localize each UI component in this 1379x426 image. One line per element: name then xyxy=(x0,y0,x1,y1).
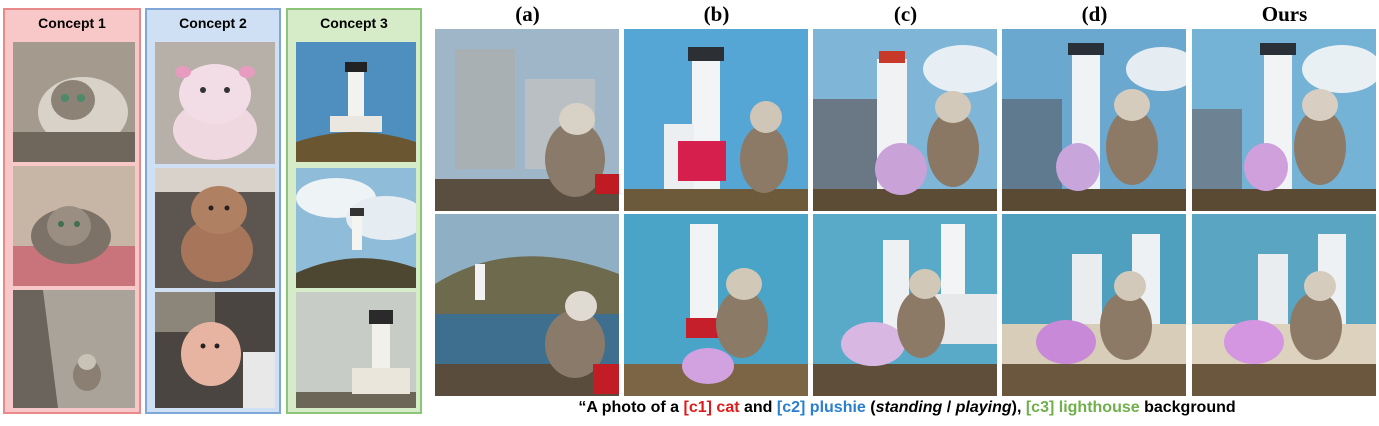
caption-prefix: “A photo of a xyxy=(578,399,684,416)
column-header-a: (a) xyxy=(515,2,540,26)
concept-3-image-2 xyxy=(296,168,416,288)
caption-paren-open: ( xyxy=(865,399,876,416)
caption-c2-tag: [c2] xyxy=(776,399,806,416)
concept-3-image-1 xyxy=(296,42,416,162)
caption-standing: standing xyxy=(875,399,943,416)
result-ours-standing xyxy=(1192,29,1376,211)
result-b-standing xyxy=(624,29,808,211)
result-c-standing xyxy=(813,29,997,211)
caption-slash: / xyxy=(942,399,956,416)
result-d-playing xyxy=(1002,214,1186,396)
concept-3-title: Concept 3 xyxy=(320,15,388,31)
concept-2-panel: Concept 2 xyxy=(145,8,281,414)
result-a-playing xyxy=(435,214,619,396)
result-ours-playing xyxy=(1192,214,1376,396)
figure-caption: “A photo of a [c1] cat and [c2] plushie … xyxy=(437,399,1377,417)
result-b-playing xyxy=(624,214,808,396)
concept-2-title: Concept 2 xyxy=(179,15,247,31)
concept-1-image-2 xyxy=(13,166,135,286)
result-d-standing xyxy=(1002,29,1186,211)
caption-c1-tag: [c1] xyxy=(683,399,712,416)
concept-3-panel: Concept 3 xyxy=(286,8,422,414)
result-a-standing xyxy=(435,29,619,211)
caption-c3-word: lighthouse xyxy=(1058,399,1140,416)
caption-paren-close: ), xyxy=(1011,399,1026,416)
concept-1-title: Concept 1 xyxy=(38,15,106,31)
column-header-c: (c) xyxy=(893,2,918,26)
caption-c1-word: cat xyxy=(716,399,740,416)
column-header-ours: Ours xyxy=(1261,2,1308,26)
caption-suffix: background xyxy=(1139,399,1236,416)
caption-c2-word: plushie xyxy=(809,399,866,416)
caption-playing: playing xyxy=(955,399,1012,416)
concept-1-panel: Concept 1 xyxy=(3,8,141,414)
concept-2-image-1 xyxy=(155,42,275,164)
concept-2-image-3 xyxy=(155,292,275,408)
column-header-b: (b) xyxy=(703,2,730,26)
caption-mid1: and xyxy=(739,399,777,416)
column-header-d: (d) xyxy=(1081,2,1108,26)
concept-1-image-1 xyxy=(13,42,135,162)
result-c-playing xyxy=(813,214,997,396)
concept-3-image-3 xyxy=(296,292,416,408)
caption-c3-tag: [c3] xyxy=(1025,399,1055,416)
concept-2-image-2 xyxy=(155,168,275,288)
concept-1-image-3 xyxy=(13,290,135,408)
